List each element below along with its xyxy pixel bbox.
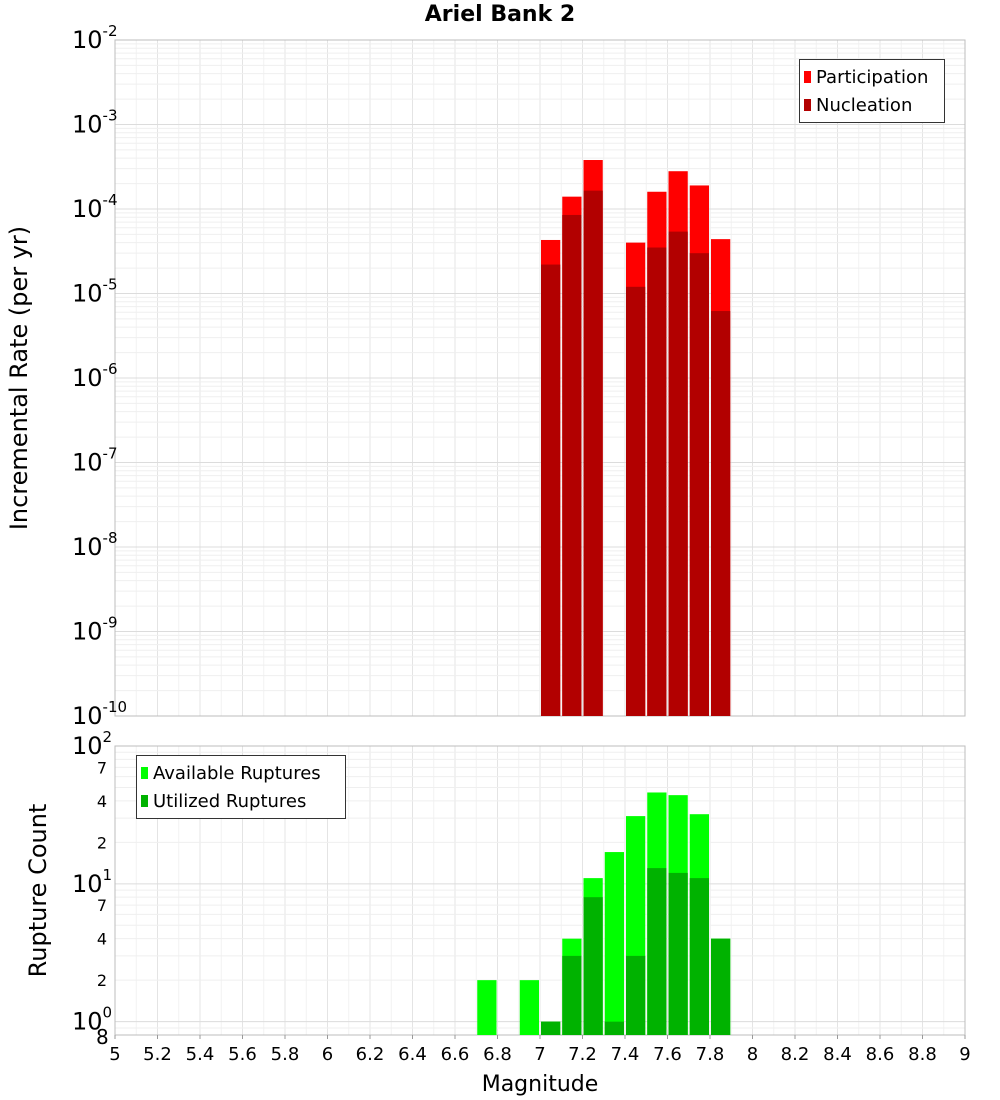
nucleation-swatch — [804, 99, 811, 111]
bar-utilized-ruptures — [668, 872, 688, 1035]
legend-label-utilized: Utilized Ruptures — [153, 790, 307, 812]
top-y-tick-label: 10-7 — [72, 445, 118, 477]
bar-utilized-ruptures — [626, 955, 646, 1035]
x-tick-label: 5.4 — [186, 1044, 215, 1065]
bottom-y-minor-tick-label: 7 — [97, 896, 107, 915]
bar-nucleation — [583, 190, 603, 716]
bar-utilized-ruptures — [711, 938, 731, 1035]
x-tick-label: 6 — [322, 1044, 333, 1065]
bar-nucleation — [562, 214, 582, 716]
top-y-tick-label: 10-5 — [72, 276, 118, 308]
x-tick-label: 7.6 — [653, 1044, 682, 1065]
bottom-bars — [477, 792, 731, 1035]
x-tick-label: 7.2 — [568, 1044, 597, 1065]
bottom-y-minor-tick-label: 4 — [97, 792, 107, 811]
bottom-y-axis-label: Rupture Count — [24, 804, 52, 978]
x-tick-label: 8.8 — [908, 1044, 937, 1065]
top-plot-frame — [114, 39, 966, 717]
bar-utilized-ruptures — [604, 1021, 624, 1035]
x-tick-label: 7.4 — [611, 1044, 640, 1065]
top-y-tick-label: 10-8 — [72, 529, 118, 561]
bar-nucleation — [626, 286, 646, 716]
bar-utilized-ruptures — [689, 878, 709, 1035]
legend-item-utilized: Utilized Ruptures — [141, 787, 339, 815]
top-y-tick-label: 10-2 — [72, 22, 118, 54]
x-tick-label: 5.2 — [143, 1044, 172, 1065]
x-tick-label: 8.2 — [781, 1044, 810, 1065]
bottom-y-major-tick-label: 100 — [72, 1004, 112, 1036]
bottom-y-major-tick-label: 101 — [72, 866, 112, 898]
bottom-legend: Available Ruptures Utilized Ruptures — [136, 755, 346, 819]
bottom-y-minor-tick-label: 7 — [97, 758, 107, 777]
x-tick-label: 6.2 — [356, 1044, 385, 1065]
top-legend: Participation Nucleation — [799, 59, 945, 123]
legend-item-participation: Participation — [804, 63, 938, 91]
available-swatch — [141, 767, 148, 779]
bar-nucleation — [541, 264, 561, 716]
bar-available-ruptures — [519, 980, 539, 1035]
bottom-y-minor-tick-label: 4 — [97, 930, 107, 949]
bottom-y-major-tick-label: 102 — [72, 728, 112, 760]
bar-utilized-ruptures — [562, 955, 582, 1035]
top-y-tick-label: 10-10 — [72, 698, 127, 730]
x-tick-label: 7.8 — [696, 1044, 725, 1065]
top-y-axis-label: Incremental Rate (per yr) — [5, 226, 33, 530]
x-tick-label: 6.8 — [483, 1044, 512, 1065]
top-grid — [114, 39, 966, 717]
chart-title: Ariel Bank 2 — [424, 2, 576, 27]
bar-available-ruptures — [477, 980, 497, 1035]
bar-utilized-ruptures — [647, 868, 667, 1035]
bar-nucleation — [711, 311, 731, 716]
x-tick-label: 5.6 — [228, 1044, 257, 1065]
top-y-tick-label: 10-6 — [72, 360, 118, 392]
x-axis-label: Magnitude — [482, 1072, 599, 1097]
bar-available-ruptures — [604, 852, 624, 1035]
legend-label-nucleation: Nucleation — [816, 94, 913, 116]
utilized-swatch — [141, 795, 148, 807]
x-tick-label: 6.4 — [398, 1044, 427, 1065]
bottom-y-min-label: 8 — [96, 1025, 109, 1049]
legend-item-nucleation: Nucleation — [804, 91, 938, 119]
bottom-y-minor-tick-label: 2 — [97, 833, 107, 852]
x-tick-label: 9 — [959, 1044, 970, 1065]
x-tick-label: 5.8 — [271, 1044, 300, 1065]
bar-utilized-ruptures — [541, 1021, 561, 1035]
bar-utilized-ruptures — [583, 897, 603, 1035]
legend-item-available: Available Ruptures — [141, 759, 339, 787]
x-tick-label: 6.6 — [441, 1044, 470, 1065]
top-bars — [541, 160, 731, 717]
bottom-y-minor-tick-label: 2 — [97, 971, 107, 990]
legend-label-participation: Participation — [816, 66, 929, 88]
legend-label-available: Available Ruptures — [153, 762, 321, 784]
x-tick-label: 8 — [747, 1044, 758, 1065]
bar-nucleation — [668, 231, 688, 716]
participation-swatch — [804, 71, 811, 83]
x-tick-label: 8.4 — [823, 1044, 852, 1065]
top-y-tick-label: 10-9 — [72, 614, 118, 646]
top-y-tick-label: 10-4 — [72, 191, 118, 223]
x-tick-label: 5 — [109, 1044, 120, 1065]
x-tick-label: 7 — [534, 1044, 545, 1065]
bar-nucleation — [689, 253, 709, 716]
x-tick-label: 8.6 — [866, 1044, 895, 1065]
top-y-tick-label: 10-3 — [72, 107, 118, 139]
bar-nucleation — [647, 247, 667, 716]
